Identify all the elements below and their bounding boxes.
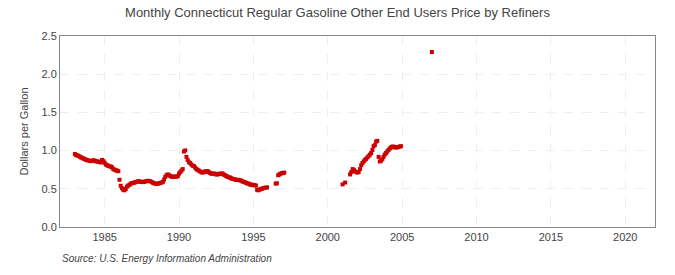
svg-text:2010: 2010 [464, 231, 488, 243]
svg-text:2005: 2005 [390, 231, 414, 243]
svg-text:2.5: 2.5 [42, 30, 57, 42]
svg-text:1990: 1990 [167, 231, 191, 243]
svg-text:2020: 2020 [613, 231, 637, 243]
svg-text:1995: 1995 [241, 231, 265, 243]
svg-text:Dollars per Gallon: Dollars per Gallon [18, 87, 30, 175]
svg-text:1.5: 1.5 [42, 106, 57, 118]
svg-text:1985: 1985 [92, 231, 116, 243]
svg-text:2.0: 2.0 [42, 68, 57, 80]
svg-text:2015: 2015 [539, 231, 563, 243]
svg-text:Source: U.S. Energy Informatio: Source: U.S. Energy Information Administ… [62, 253, 272, 264]
svg-text:1.0: 1.0 [42, 144, 57, 156]
svg-text:0.5: 0.5 [42, 183, 57, 195]
svg-text:0.0: 0.0 [42, 221, 57, 233]
svg-text:Monthly Connecticut Regular Ga: Monthly Connecticut Regular Gasoline Oth… [125, 5, 550, 20]
svg-text:2000: 2000 [316, 231, 340, 243]
